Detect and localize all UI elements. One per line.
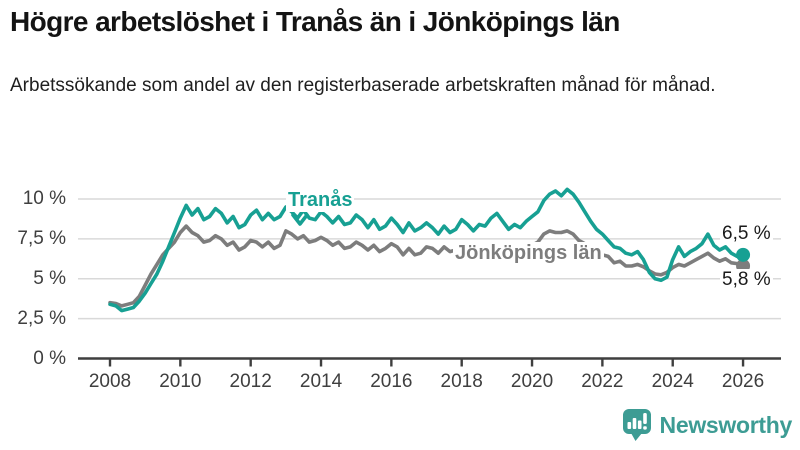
tranas-line	[108, 187, 745, 313]
jonkoping-end-value-label: 5,8 %	[720, 269, 773, 291]
newsworthy-logo[interactable]: Newsworthy	[622, 408, 792, 442]
jonkoping-series-label: Jönköpings län	[453, 242, 604, 265]
x-tick-label: 2022	[581, 371, 624, 392]
newsworthy-wordmark: Newsworthy	[659, 411, 793, 438]
tranas-end-value-label: 6,5 %	[720, 223, 773, 245]
bar-chart-speech-bubble-icon	[622, 409, 651, 441]
x-tick-label: 2026	[721, 371, 765, 392]
x-tick-label: 2008	[88, 371, 132, 392]
x-tick-label: 2014	[299, 371, 343, 392]
chart-title: Högre arbetslöshet i Tranås än i Jönköpi…	[10, 6, 620, 37]
tranas-end-dot	[736, 247, 751, 262]
tranas-pointer-arrow-icon	[291, 213, 309, 226]
x-tick-label: 2024	[651, 371, 694, 392]
y-tick-label: 0 %	[33, 347, 66, 369]
gridlines	[78, 198, 781, 320]
x-tick-label: 2020	[510, 371, 554, 392]
tranas-series-label: Tranås	[286, 189, 355, 212]
x-tick-label: 2010	[159, 371, 202, 392]
jonkoping-line	[108, 224, 745, 308]
x-tick-label: 2018	[440, 371, 483, 392]
x-tick-label: 2016	[370, 371, 413, 392]
y-tick-label: 7,5 %	[17, 227, 66, 249]
chart-subtitle: Arbetssökande som andel av den registerb…	[10, 75, 716, 96]
x-tick-label: 2012	[229, 371, 272, 392]
y-tick-label: 10 %	[22, 188, 66, 209]
y-tick-label: 2,5 %	[17, 307, 66, 329]
y-tick-label: 5 %	[33, 267, 66, 289]
x-axis-ticks	[108, 359, 745, 367]
